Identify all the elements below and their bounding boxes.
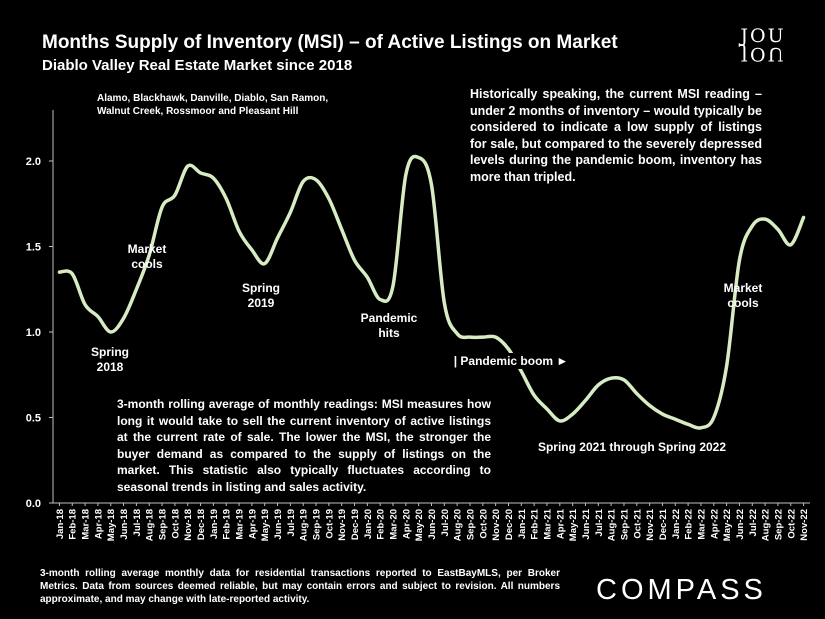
x-tick-label: Nov-19: [337, 509, 348, 541]
x-tick-label: Sep-21: [619, 508, 630, 540]
x-tick-label: Jan-18: [55, 509, 66, 539]
y-tick-label: 0.5: [26, 413, 41, 425]
x-tick-label: Jul-19: [286, 509, 297, 536]
annotation-market-cools-2018: cools: [131, 257, 163, 271]
y-tick-label: 1.5: [26, 242, 41, 254]
x-tick-label: Oct-20: [478, 509, 489, 539]
x-tick-label: Feb-18: [68, 509, 79, 540]
x-tick-label: Sep-19: [312, 509, 323, 540]
x-tick-label: Oct-19: [324, 509, 335, 539]
annotation-spring-2018: 2018: [97, 360, 124, 374]
annotation-pandemic-hits: Pandemic: [361, 311, 418, 325]
annotation-pandemic-hits: hits: [378, 326, 400, 340]
x-tick-label: May-22: [722, 509, 733, 541]
y-tick-label: 0.0: [26, 498, 41, 510]
x-tick-label: Apr-22: [709, 509, 720, 539]
x-tick-label: Aug-18: [145, 509, 156, 541]
x-tick-label: Nov-20: [491, 509, 502, 541]
annotation-market-cools-2022: Market: [724, 281, 763, 295]
x-tick-label: May-18: [106, 509, 117, 541]
x-tick-label: Nov-18: [183, 509, 194, 541]
x-tick-label: Apr-21: [555, 508, 566, 539]
x-tick-label: Mar-22: [696, 509, 707, 540]
x-tick-label: Feb-21: [530, 508, 541, 539]
jou-logo: JOU JOU: [733, 25, 793, 66]
x-tick-label: Feb-22: [684, 509, 695, 540]
annotation-spring-2019: Spring: [242, 281, 280, 295]
towns-list: Alamo, Blackhawk, Danville, Diablo, San …: [97, 93, 329, 117]
logo-top: JOU: [740, 25, 786, 47]
x-tick-label: May-21: [568, 508, 579, 541]
x-tick-label: Jul-22: [748, 509, 759, 536]
x-tick-label: Oct-22: [786, 509, 797, 539]
annotation-bg: [449, 353, 573, 369]
compass-logo: COMPASS: [596, 574, 767, 606]
x-tick-label: Apr-20: [401, 509, 412, 539]
x-tick-label: Oct-18: [170, 509, 181, 539]
x-tick-label: Dec-20: [504, 509, 515, 540]
x-tick-label: Aug-22: [761, 509, 772, 541]
chart-subtitle: Diablo Valley Real Estate Market since 2…: [42, 57, 353, 74]
x-tick-label: Jul-18: [132, 509, 143, 536]
x-tick-label: Sep-22: [773, 509, 784, 540]
x-tick-label: Oct-21: [632, 508, 643, 538]
x-tick-label: Nov-22: [799, 509, 810, 541]
x-tick-label: Jan-21: [517, 508, 528, 539]
x-tick-label: Aug-21: [607, 508, 618, 541]
x-tick-label: Sep-18: [158, 509, 169, 540]
x-tick-label: Dec-18: [196, 509, 207, 540]
x-tick-label: Jan-20: [363, 509, 374, 539]
x-tick-label: Aug-20: [453, 509, 464, 541]
x-tick-label: May-19: [260, 509, 271, 541]
annotation-pandemic-boom: | Pandemic boom ►: [454, 354, 569, 368]
annotation-spring-2021-2022: Spring 2021 through Spring 2022: [538, 440, 726, 454]
x-tick-label: Mar-20: [389, 509, 400, 540]
data-source-footnote: 3-month rolling average monthly data for…: [40, 568, 560, 605]
x-tick-label: Jul-21: [594, 508, 605, 536]
historical-note: Historically speaking, the current MSI r…: [470, 87, 762, 184]
x-tick-label: Nov-21: [645, 508, 656, 540]
x-tick-label: Jun-20: [427, 509, 438, 540]
x-tick-label: Feb-20: [376, 509, 387, 540]
x-tick-label: Apr-19: [247, 509, 258, 539]
x-tick-label: Jun-18: [119, 509, 130, 540]
x-tick-label: Aug-19: [299, 509, 310, 541]
x-tick-label: Sep-20: [465, 509, 476, 540]
annotation-market-cools-2022: cools: [727, 296, 759, 310]
x-tick-label: Jan-22: [671, 509, 682, 539]
x-tick-label: May-20: [414, 509, 425, 541]
x-tick-label: Jun-21: [581, 508, 592, 539]
y-tick-label: 1.0: [26, 327, 41, 339]
y-tick-label: 2.0: [26, 156, 41, 168]
annotation-spring-2018: Spring: [91, 345, 129, 359]
x-tick-label: Jan-19: [209, 509, 220, 539]
msi-explanation: 3-month rolling average of monthly readi…: [117, 397, 491, 494]
x-tick-label: Mar-18: [81, 509, 92, 540]
x-tick-label: Jun-19: [273, 509, 284, 540]
msi-series-line: [57, 154, 806, 430]
x-tick-label: Dec-21: [658, 508, 669, 540]
x-tick-label: Mar-21: [542, 508, 553, 539]
x-tick-label: Feb-19: [222, 509, 233, 540]
x-tick-label: Dec-19: [350, 509, 361, 540]
x-tick-label: Jul-20: [440, 509, 451, 536]
x-tick-label: Jun-22: [735, 509, 746, 540]
annotation-market-cools-2018: Market: [128, 242, 167, 256]
chart-title: Months Supply of Inventory (MSI) – of Ac…: [42, 32, 618, 53]
x-tick-label: Apr-18: [93, 509, 104, 539]
annotation-spring-2019: 2019: [248, 296, 275, 310]
x-tick-label: Mar-19: [235, 509, 246, 540]
